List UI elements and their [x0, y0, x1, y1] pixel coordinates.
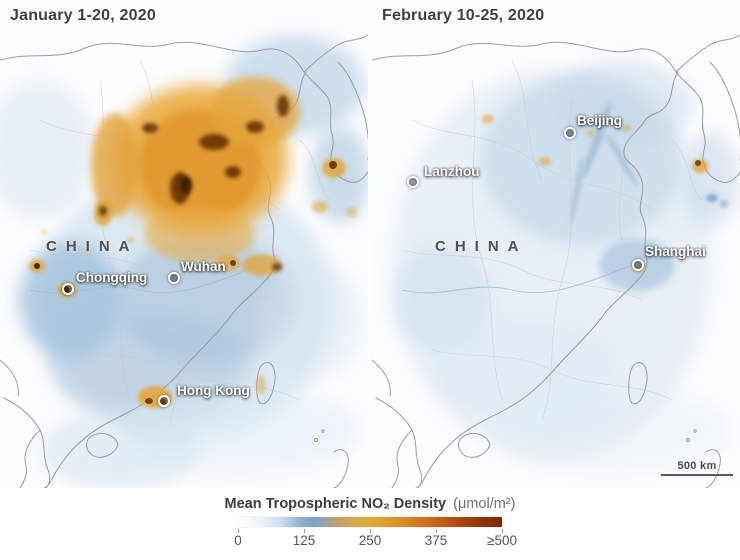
country-label-right: CHINA — [435, 238, 528, 255]
colorbar-tick — [502, 529, 503, 533]
panel-title-january: January 1-20, 2020 — [10, 7, 156, 24]
colorbar-tick — [370, 529, 371, 533]
city-marker-chongqing — [62, 283, 74, 295]
colorbar-label-500: ≥500 — [487, 533, 517, 548]
city-label-shanghai: Shanghai — [645, 244, 706, 259]
legend: Mean Tropospheric NO₂ Density (μmol/m²) … — [0, 488, 740, 560]
colorbar-label-125: 125 — [292, 533, 316, 548]
country-label-left: CHINA — [46, 238, 139, 255]
no2-low-wash-january — [0, 35, 368, 488]
city-marker-wuhan — [168, 272, 180, 284]
colorbar-label-250: 250 — [358, 533, 382, 548]
panel-title-february: February 10-25, 2020 — [382, 7, 545, 24]
city-marker-beijing — [564, 127, 576, 139]
colorbar-label-375: 375 — [424, 533, 448, 548]
legend-title-row: Mean Tropospheric NO₂ Density (μmol/m²) — [0, 496, 740, 512]
scale-bar-label: 500 km — [677, 460, 717, 472]
city-label-hong-kong: Hong Kong — [177, 383, 250, 398]
scale-bar-line — [661, 474, 733, 476]
colorbar-label-0: 0 — [234, 533, 242, 548]
colorbar-labels: 0 125 250 375 ≥500 — [234, 533, 517, 548]
city-label-beijing: Beijing — [577, 113, 623, 128]
map-january — [0, 0, 368, 488]
no2-low-wash-february — [392, 60, 738, 475]
city-marker-hong-kong — [158, 395, 170, 407]
map-february — [372, 0, 740, 488]
colorbar — [238, 517, 502, 527]
colorbar-tick — [304, 529, 305, 533]
city-marker-shanghai — [632, 259, 644, 271]
city-label-lanzhou: Lanzhou — [424, 164, 480, 179]
city-marker-lanzhou — [407, 176, 419, 188]
map-panel-february: February 10-25, 2020 CHINA Beijing Lanzh… — [372, 0, 740, 488]
colorbar-wrap: 0 125 250 375 ≥500 — [234, 517, 517, 548]
legend-title: Mean Tropospheric NO₂ Density — [224, 496, 447, 512]
city-label-wuhan: Wuhan — [181, 259, 226, 274]
scale-bar: 500 km — [661, 460, 733, 476]
no2-high-plumes-january — [29, 77, 358, 408]
colorbar-tick — [436, 529, 437, 533]
map-panel-january: January 1-20, 2020 CHINA Chongqing Wuhan… — [0, 0, 368, 488]
city-label-chongqing: Chongqing — [76, 270, 148, 285]
legend-units: (μmol/m²) — [453, 496, 516, 512]
colorbar-tick — [238, 529, 239, 533]
